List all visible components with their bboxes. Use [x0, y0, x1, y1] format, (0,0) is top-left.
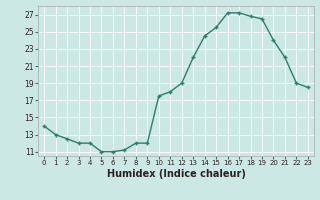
X-axis label: Humidex (Indice chaleur): Humidex (Indice chaleur) [107, 169, 245, 179]
